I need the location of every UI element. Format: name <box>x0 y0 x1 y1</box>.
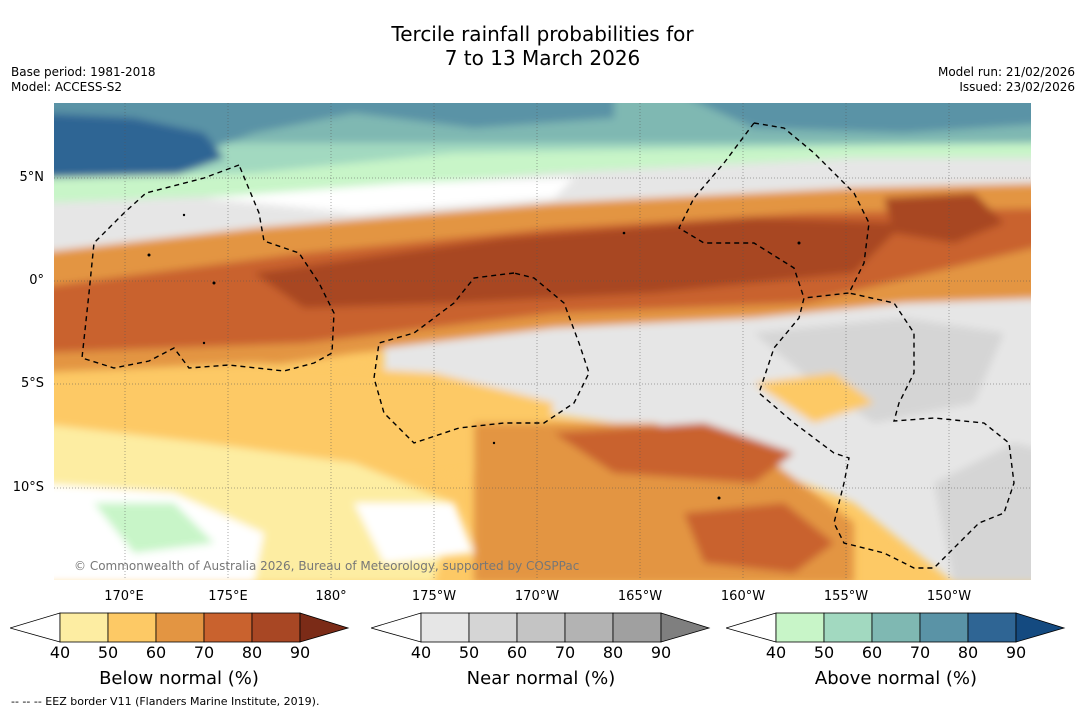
colorbar-below-cells <box>59 612 301 643</box>
near-tick-70: 70 <box>554 643 576 662</box>
colorbar-below-cell-70 <box>203 612 253 643</box>
colorbar-near-max-arrow <box>660 612 711 643</box>
island-specks <box>147 213 801 500</box>
colorbar-near-cell-50 <box>468 612 518 643</box>
below-tick-40: 40 <box>49 643 71 662</box>
meta-left: Base period: 1981-2018 Model: ACCESS-S2 <box>11 65 156 95</box>
colorbar-above-cell-50 <box>823 612 873 643</box>
colorbar-below-min-arrow <box>10 612 61 643</box>
below-tick-80: 80 <box>241 643 263 662</box>
colorbar-above-min-arrow <box>726 612 777 643</box>
colorbar-below-cell-80 <box>251 612 301 643</box>
colorbar-near-cell-60 <box>516 612 566 643</box>
lat-label-5s: 5°S <box>20 376 44 391</box>
copyright-notice: © Commonwealth of Australia 2026, Bureau… <box>74 559 579 573</box>
colorbar-below-cell-40 <box>59 612 109 643</box>
lon-label-160w: 160°W <box>720 589 766 604</box>
colorbar-label-near: Near normal (%) <box>466 668 616 689</box>
colorbar-near-normal <box>371 612 711 643</box>
colorbar-near-min-arrow <box>371 612 422 643</box>
colorbar-label-below: Below normal (%) <box>99 668 259 689</box>
colorbar-above-cell-40 <box>775 612 825 643</box>
colorbar-label-above: Above normal (%) <box>814 668 978 689</box>
lon-label-170e: 170°E <box>104 589 144 604</box>
above-tick-70: 70 <box>909 643 931 662</box>
colorbar-near-cell-70 <box>564 612 614 643</box>
colorbar-near-cells <box>420 612 662 643</box>
lat-label-0: 0° <box>29 273 44 288</box>
lon-label-175e: 175°E <box>208 589 248 604</box>
near-tick-50: 50 <box>458 643 480 662</box>
eez-borders <box>81 122 1015 569</box>
below-tick-90: 90 <box>289 643 311 662</box>
lon-label-155w: 155°W <box>823 589 869 604</box>
meta-right: Model run: 21/02/2026 Issued: 23/02/2026 <box>938 65 1075 95</box>
colorbar-above-normal <box>726 612 1066 643</box>
rainfall-map: © Commonwealth of Australia 2026, Bureau… <box>54 103 1031 580</box>
lon-label-180: 180° <box>315 589 347 604</box>
eez-footnote: -- -- -- EEZ border V11 (Flanders Marine… <box>11 695 320 708</box>
colorbar-near-cell-40 <box>420 612 470 643</box>
lat-label-10s: 10°S <box>12 480 44 495</box>
colorbar-near-cell-80 <box>612 612 662 643</box>
colorbar-above-cell-80 <box>967 612 1017 643</box>
lon-label-175w: 175°W <box>411 589 457 604</box>
near-tick-40: 40 <box>410 643 432 662</box>
map-title: Tercile rainfall probabilities for 7 to … <box>0 22 1085 70</box>
lon-label-170w: 170°W <box>514 589 560 604</box>
title-line-1: Tercile rainfall probabilities for <box>391 22 694 46</box>
colorbar-above-cell-60 <box>871 612 921 643</box>
above-tick-80: 80 <box>957 643 979 662</box>
below-tick-50: 50 <box>97 643 119 662</box>
colorbar-below-cell-60 <box>155 612 205 643</box>
colorbar-below-normal <box>10 612 350 643</box>
below-tick-70: 70 <box>193 643 215 662</box>
below-tick-60: 60 <box>145 643 167 662</box>
above-tick-60: 60 <box>861 643 883 662</box>
above-tick-90: 90 <box>1005 643 1027 662</box>
colorbar-below-max-arrow <box>299 612 350 643</box>
above-tick-40: 40 <box>765 643 787 662</box>
model-run: Model run: 21/02/2026 <box>937 65 1075 79</box>
near-tick-90: 90 <box>650 643 672 662</box>
near-tick-60: 60 <box>506 643 528 662</box>
lon-label-165w: 165°W <box>617 589 663 604</box>
colorbar-above-cell-70 <box>919 612 969 643</box>
lat-label-5n: 5°N <box>19 170 45 185</box>
base-period: Base period: 1981-2018 <box>11 65 156 79</box>
colorbar-above-max-arrow <box>1015 612 1066 643</box>
issued-date: Issued: 23/02/2026 <box>959 80 1075 94</box>
title-line-2: 7 to 13 March 2026 <box>444 46 641 70</box>
colorbar-above-cells <box>775 612 1017 643</box>
graticule <box>54 103 1031 580</box>
model-name: Model: ACCESS-S2 <box>11 80 123 94</box>
colorbar-below-cell-50 <box>107 612 157 643</box>
map-fields <box>54 103 1031 580</box>
above-tick-50: 50 <box>813 643 835 662</box>
near-tick-80: 80 <box>602 643 624 662</box>
lon-label-150w: 150°W <box>926 589 972 604</box>
